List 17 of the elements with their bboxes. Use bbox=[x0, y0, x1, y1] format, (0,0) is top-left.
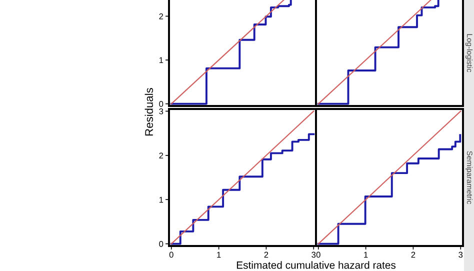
x-tick-label: 0 bbox=[169, 252, 174, 258]
x-tick-label: 2 bbox=[264, 252, 268, 258]
y-tick-label: 1 bbox=[159, 196, 164, 203]
x-tick-label: 3 bbox=[312, 252, 316, 258]
x-tick-label: 1 bbox=[217, 252, 221, 258]
x-tick-label: 2 bbox=[411, 252, 416, 258]
y-tick-label: 0 bbox=[159, 240, 164, 247]
x-tick-label: 0 bbox=[316, 252, 320, 258]
x-tick-label: 1 bbox=[364, 252, 368, 258]
x-tick-label: 3 bbox=[458, 252, 463, 258]
y-axis-title: Residuals bbox=[144, 88, 153, 136]
y-tick-label: 1 bbox=[159, 57, 164, 64]
y-tick-label: 2 bbox=[159, 152, 164, 158]
y-tick-label: 0 bbox=[159, 101, 164, 107]
y-tick-label: 2 bbox=[159, 13, 164, 20]
x-axis-title: Estimated cumulative hazard rates bbox=[236, 261, 396, 269]
y-tick-label: 3 bbox=[159, 108, 164, 114]
